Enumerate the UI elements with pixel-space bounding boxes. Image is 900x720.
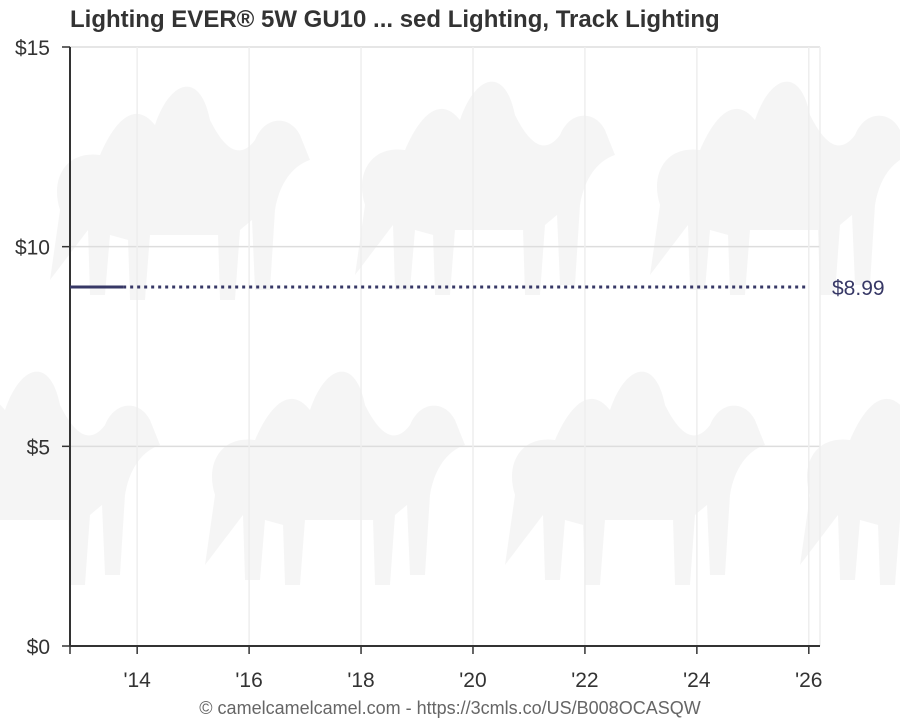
y-tick-label: $0 (27, 636, 50, 659)
footer-credit: © camelcamelcamel.com - https://3cmls.co… (199, 698, 700, 718)
y-axis-ticks: $0 $5 $10 $15 (15, 37, 70, 659)
camel-watermark (0, 81, 900, 585)
y-tick-label: $10 (15, 237, 50, 260)
y-tick-label: $15 (15, 37, 50, 60)
x-tick-label: '14 (123, 669, 151, 692)
x-tick-label: '16 (235, 669, 262, 692)
x-tick-label: '24 (683, 669, 711, 692)
x-axis-ticks: '14 '16 '18 '20 '22 '24 '26 (69, 646, 822, 692)
x-tick-label: '26 (795, 669, 822, 692)
x-tick-label: '18 (347, 669, 374, 692)
x-tick-label: '22 (571, 669, 598, 692)
chart-title: Lighting EVER® 5W GU10 ... sed Lighting,… (70, 6, 720, 33)
y-tick-label: $5 (27, 436, 50, 459)
x-tick-label: '20 (459, 669, 486, 692)
grid (70, 46, 821, 646)
last-price-label: $8.99 (832, 277, 885, 300)
